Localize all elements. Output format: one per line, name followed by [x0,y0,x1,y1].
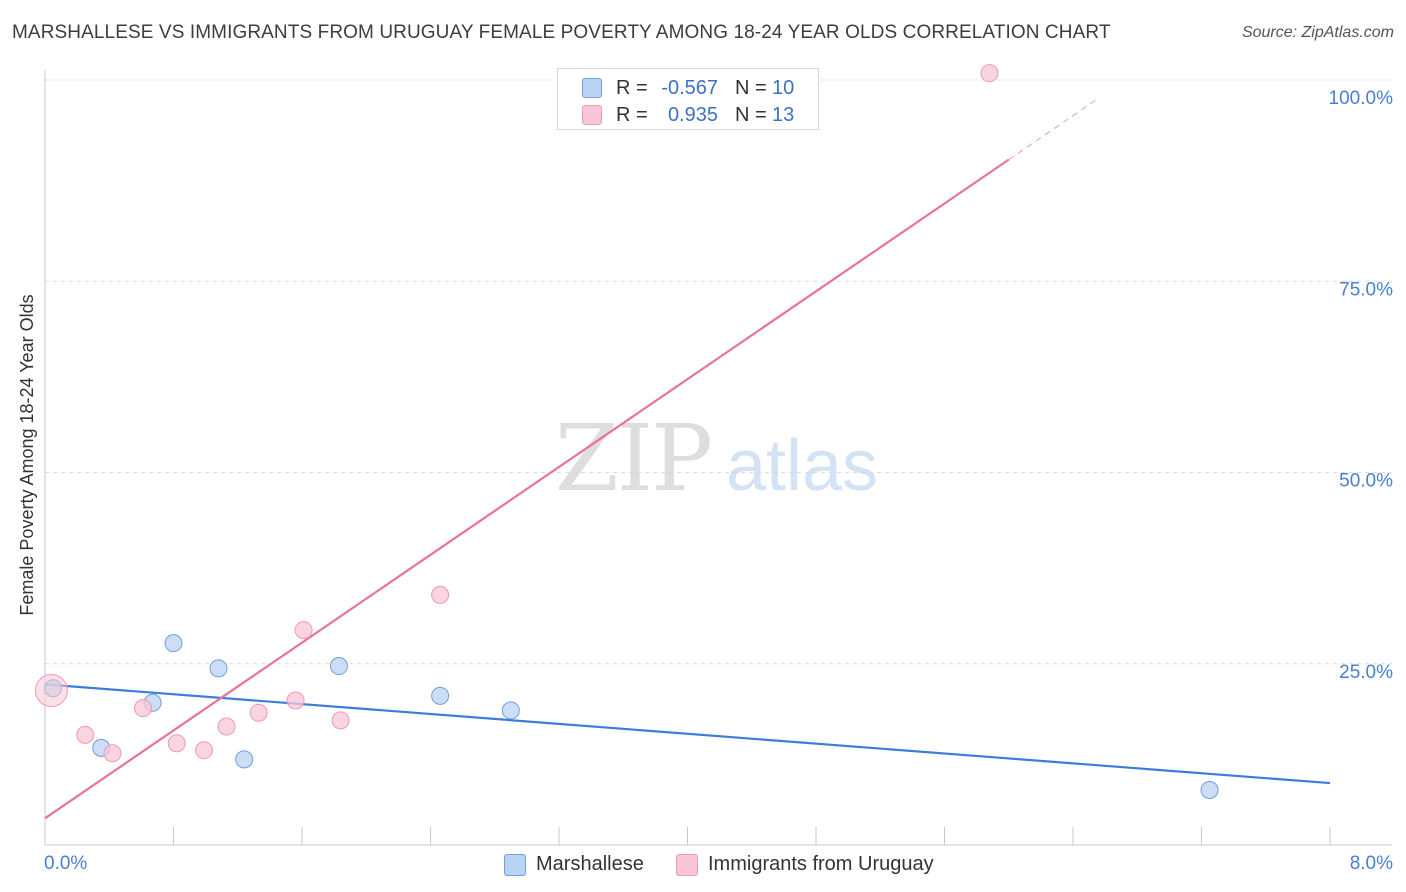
point-layer [34,64,1219,799]
legend-n-label: N = [735,77,767,99]
data-point-uruguay [217,717,236,736]
data-point-marshallese [431,686,450,705]
legend-n-label: N = [735,104,767,126]
chart-source: Source: ZipAtlas.com [1241,24,1394,41]
trend-line-uruguay [44,158,1010,820]
legend-swatch-marshallese [582,78,602,98]
trend-line-extension [1008,98,1098,161]
y-tick-label: 75.0% [1339,279,1393,300]
data-point-uruguay [249,703,268,722]
data-point-uruguay [34,674,68,708]
x-tick-label: 8.0% [1350,853,1393,874]
data-point-marshallese [501,701,520,720]
legend-row-uruguay: R = 0.935 N = 13 [558,102,818,128]
data-point-uruguay [294,621,313,640]
legend-swatch-uruguay [582,105,602,125]
data-point-uruguay [431,585,450,604]
data-point-uruguay [195,741,214,760]
data-point-uruguay [980,64,999,83]
data-point-marshallese [235,750,254,769]
data-point-marshallese [209,659,228,678]
watermark-zip: ZIP [555,405,711,512]
bottom-legend-swatch-uruguay [676,854,698,876]
correlation-legend: R = -0.567 N = 10 R = 0.935 N = 13 [557,68,819,130]
data-point-marshallese [1200,780,1219,799]
bottom-legend-swatch-marshallese [504,854,526,876]
legend-r-label: R = [616,104,648,126]
y-tick-label: 50.0% [1339,471,1393,492]
axis-layer [44,70,1392,846]
watermark-layer: ZIP atlas [555,405,878,512]
trend-line-marshallese [44,683,1331,785]
y-tick-label: 25.0% [1339,662,1393,683]
legend-n-value: 10 [772,77,795,99]
chart-title: MARSHALLESE VS IMMIGRANTS FROM URUGUAY F… [12,22,1111,43]
x-tick-label: 0.0% [44,853,87,874]
data-point-uruguay [76,725,95,744]
y-axis-title: Female Poverty Among 18-24 Year Olds [17,294,37,615]
data-point-uruguay [286,691,305,710]
legend-r-value: 0.935 [667,104,718,126]
data-point-uruguay [167,734,186,753]
grid-layer [45,79,1392,665]
data-point-uruguay [103,744,122,763]
data-point-uruguay [133,699,152,718]
data-point-marshallese [329,657,348,676]
bottom-legend-label-uruguay: Immigrants from Uruguay [708,853,934,875]
data-point-marshallese [164,634,183,653]
label-layer: 100.0% 75.0% 50.0% 25.0% 0.0% 8.0% Female Pove… [17,88,1393,874]
trend-layer [44,98,1331,820]
watermark-atlas: atlas [726,426,878,506]
data-point-uruguay [331,711,350,730]
legend-n-value: 13 [772,104,795,126]
y-tick-label: 100.0% [1329,88,1394,109]
bottom-legend-label-marshallese: Marshallese [536,853,644,875]
legend-row-marshallese: R = -0.567 N = 10 [558,75,818,101]
legend-r-label: R = [616,77,648,99]
legend-r-value: -0.567 [661,77,718,99]
